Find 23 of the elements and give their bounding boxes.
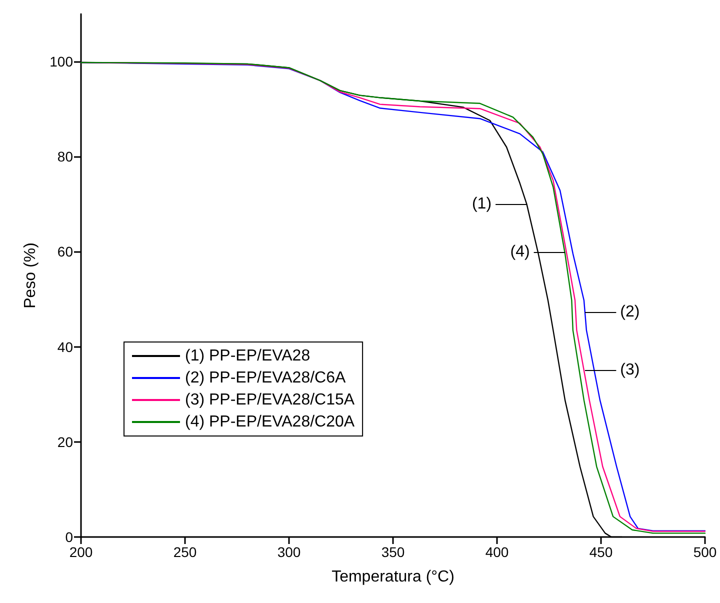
legend-label: (3) PP-EP/EVA28/C15A bbox=[185, 392, 355, 408]
y-tick-label: 100 bbox=[50, 54, 74, 70]
y-tick-label: 60 bbox=[57, 244, 74, 260]
y-tick-label: 20 bbox=[57, 434, 74, 450]
x-tick-label: 400 bbox=[485, 544, 509, 560]
y-tick-label: 40 bbox=[57, 338, 74, 355]
y-tick-label: 80 bbox=[57, 148, 74, 165]
x-tick-label: 200 bbox=[69, 544, 93, 560]
x-tick-label: 250 bbox=[173, 544, 197, 560]
annotation: (3) bbox=[620, 362, 640, 379]
x-axis-title: Temperatura (°C) bbox=[332, 568, 454, 586]
legend-label: (4) PP-EP/EVA28/C20A bbox=[185, 414, 355, 430]
annotation: (1) bbox=[472, 196, 492, 213]
x-tick-label: 300 bbox=[277, 544, 301, 560]
legend-label: (2) PP-EP/EVA28/C6A bbox=[185, 370, 346, 386]
legend-label: (1) PP-EP/EVA28 bbox=[185, 348, 310, 364]
x-tick-label: 450 bbox=[589, 544, 613, 560]
x-tick-label: 350 bbox=[381, 544, 405, 560]
x-tick-label: 500 bbox=[693, 544, 717, 560]
annotation: (4) bbox=[510, 244, 530, 261]
annotation: (2) bbox=[620, 304, 640, 321]
y-tick-label: 0 bbox=[65, 529, 74, 545]
y-axis-title: Peso (%) bbox=[22, 242, 40, 308]
